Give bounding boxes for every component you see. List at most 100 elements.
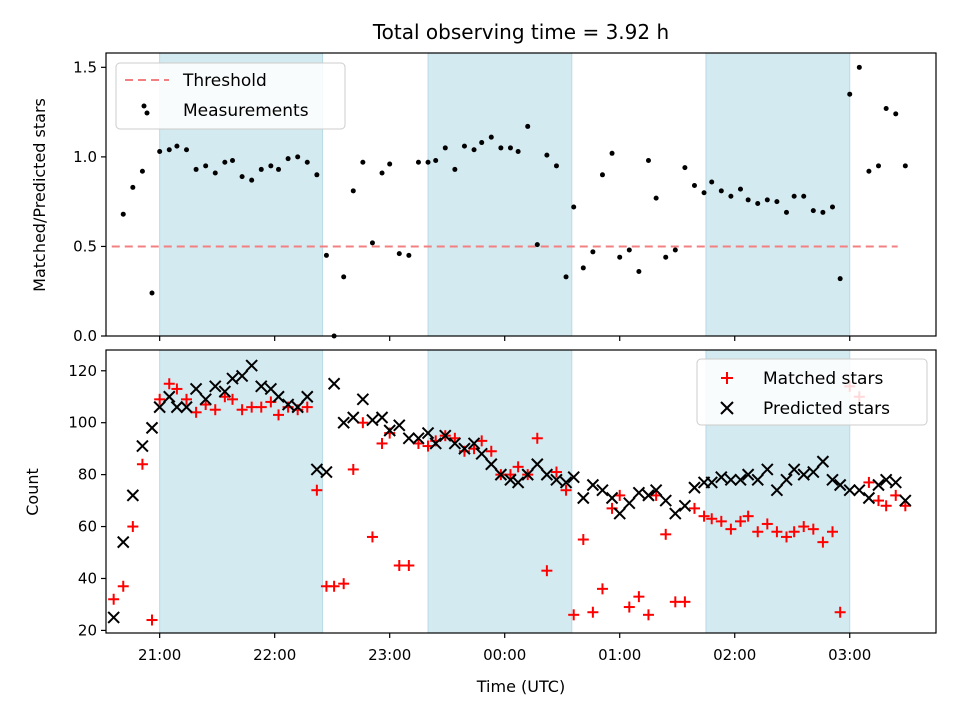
predicted-star-point — [678, 499, 692, 512]
measurement-point — [672, 247, 678, 253]
measurement-point — [471, 147, 477, 153]
predicted-star-point — [301, 390, 314, 403]
matched-star-point — [742, 510, 754, 522]
measurement-point — [230, 157, 236, 163]
predicted-star-point — [816, 455, 830, 468]
matched-star-point — [863, 476, 875, 488]
matched-star-point — [650, 489, 662, 501]
measurement-point — [617, 254, 623, 260]
bottom-x-tick-label: 21:00 — [138, 646, 181, 664]
predicted-star-point — [393, 419, 406, 432]
predicted-star-point — [429, 437, 442, 450]
predicted-star-point — [467, 437, 481, 450]
predicted-star-point — [511, 476, 525, 489]
predicted-star-point — [577, 491, 590, 505]
predicted-star-point — [872, 478, 885, 492]
matched-star-point — [209, 404, 221, 416]
measurement-point — [387, 161, 393, 167]
measurement-point — [433, 157, 439, 163]
predicted-star-point — [780, 473, 793, 487]
measurement-point — [157, 149, 163, 155]
matched-star-point — [219, 391, 231, 403]
legend-measurements-marker-1 — [141, 103, 147, 109]
top-y-tick-label: 0.5 — [73, 237, 97, 255]
measurement-point — [755, 200, 761, 206]
predicted-star-point — [642, 489, 655, 502]
top-x-ticks — [159, 336, 851, 341]
predicted-star-point — [521, 468, 534, 481]
predicted-star-point — [659, 494, 672, 507]
predicted-star-point — [320, 465, 333, 479]
bottom-y-tick-label: 40 — [78, 569, 97, 587]
predicted-star-point — [272, 390, 285, 403]
measurement-point — [636, 269, 642, 275]
matched-star-point — [311, 484, 323, 496]
predicted-star-point — [163, 390, 176, 403]
predicted-star-point — [107, 611, 120, 624]
measurement-point — [856, 64, 862, 70]
bottom-x-tick-label: 01:00 — [598, 646, 641, 664]
legend-matched-label: Matched stars — [763, 369, 883, 389]
bottom-x-tick-label: 02:00 — [713, 646, 756, 664]
bottom-y-tick-label: 100 — [68, 414, 97, 432]
matched-star-point — [357, 417, 369, 429]
predicted-star-point — [715, 471, 728, 484]
bottom-y-tick-label: 80 — [78, 466, 97, 484]
measurement-point — [379, 170, 385, 176]
matched-star-point — [669, 596, 681, 608]
measurement-point — [580, 265, 586, 271]
predicted-star-point — [235, 369, 249, 383]
matched-star-point — [587, 606, 599, 618]
measurement-point — [323, 252, 329, 258]
measurement-point — [728, 193, 734, 199]
measurement-point — [563, 274, 569, 280]
measurement-point — [810, 208, 816, 214]
predicted-star-point — [504, 473, 517, 487]
matched-star-point — [338, 578, 350, 590]
matched-star-point — [623, 601, 635, 613]
measurement-point — [174, 143, 180, 149]
measurement-point — [341, 274, 347, 280]
measurement-point — [847, 91, 853, 97]
measurement-point — [507, 145, 513, 151]
measurement-point — [709, 179, 715, 185]
predicted-star-point — [540, 468, 554, 481]
bottom-y-tick-label: 120 — [68, 362, 97, 380]
measurement-point — [893, 111, 899, 117]
measurement-point — [184, 147, 190, 153]
measurement-point — [406, 252, 412, 258]
measurement-point — [461, 143, 467, 149]
measurement-point — [590, 249, 596, 255]
matched-star-point — [798, 521, 810, 533]
predicted-star-point — [705, 476, 718, 489]
measurement-point — [774, 199, 780, 205]
legend-matched-marker — [721, 372, 733, 384]
measurement-point — [737, 186, 743, 192]
predicted-star-point — [170, 400, 184, 414]
predicted-star-point — [291, 400, 304, 414]
matched-star-point — [596, 583, 608, 595]
matched-star-point — [899, 500, 911, 512]
matched-star-point — [393, 559, 405, 571]
matched-star-point — [190, 406, 202, 418]
predicted-star-point — [688, 481, 701, 494]
measurement-point — [801, 193, 807, 199]
predicted-star-point — [439, 429, 452, 442]
matched-star-point — [550, 466, 562, 478]
predicted-star-point — [613, 507, 626, 520]
matched-star-point — [504, 469, 516, 481]
measurement-point — [829, 204, 835, 210]
predicted-star-point — [209, 380, 222, 393]
measurement-point — [425, 159, 431, 165]
matched-star-point — [449, 432, 461, 444]
measurement-point — [249, 177, 255, 183]
measurement-point — [691, 183, 697, 189]
matched-star-point — [752, 526, 764, 538]
matched-star-point — [780, 531, 792, 543]
predicted-star-point — [485, 458, 498, 471]
matched-star-point — [560, 484, 572, 496]
matched-star-point — [136, 458, 148, 470]
predicted-star-point — [458, 442, 471, 455]
measurement-point — [525, 123, 531, 129]
measurement-point — [120, 211, 126, 217]
